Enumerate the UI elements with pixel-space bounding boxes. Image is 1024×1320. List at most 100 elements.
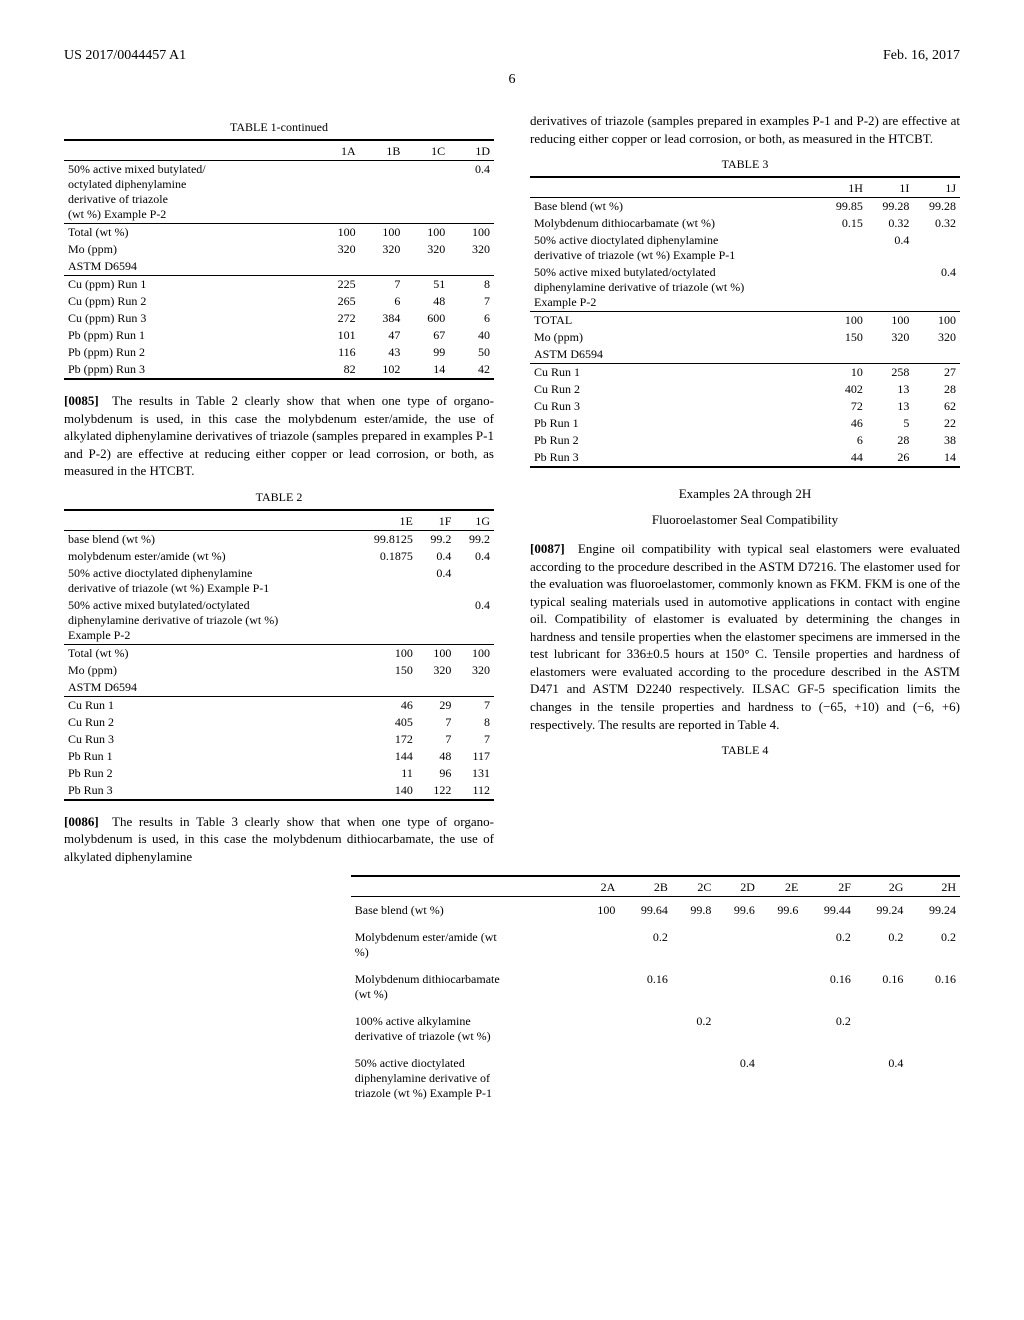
right-column: derivatives of triazole (samples prepare… bbox=[530, 112, 960, 875]
table-header: 2F bbox=[802, 879, 855, 897]
table-cell: 48 bbox=[417, 748, 456, 765]
table-cell: 43 bbox=[360, 344, 405, 361]
table-row: Pb Run 114448117 bbox=[64, 748, 494, 765]
table-cell: 50% active mixed butylated/octylateddiph… bbox=[530, 264, 820, 312]
table-cell: 320 bbox=[360, 241, 405, 258]
table-header: 1I bbox=[867, 180, 914, 198]
table-cell: 0.32 bbox=[913, 215, 960, 232]
table-cell: Total (wt %) bbox=[64, 224, 315, 242]
table-header: 1J bbox=[913, 180, 960, 198]
table-cell bbox=[867, 346, 914, 364]
table-row: Pb Run 146522 bbox=[530, 415, 960, 432]
table-cell bbox=[315, 258, 360, 276]
table-cell bbox=[907, 1008, 960, 1050]
para-num: [0087] bbox=[530, 541, 565, 556]
table-cell: 122 bbox=[417, 782, 456, 800]
table-cell bbox=[820, 346, 867, 364]
table-cell: Molybdenum dithiocarbamate(wt %) bbox=[351, 966, 581, 1008]
table-cell bbox=[913, 346, 960, 364]
table-row: Base blend (wt %)99.8599.2899.28 bbox=[530, 198, 960, 216]
table-cell: 150 bbox=[354, 662, 417, 679]
table-row: Cu (ppm) Run 22656487 bbox=[64, 293, 494, 310]
table-cell: 42 bbox=[449, 361, 494, 379]
table-cell: Molybdenum dithiocarbamate (wt %) bbox=[530, 215, 820, 232]
table-row: Cu (ppm) Run 12257518 bbox=[64, 276, 494, 294]
table-row: Total (wt %)100100100100 bbox=[64, 224, 494, 242]
table-row: Pb (ppm) Run 3821021442 bbox=[64, 361, 494, 379]
table-cell: 10 bbox=[820, 364, 867, 382]
table-cell: 67 bbox=[404, 327, 449, 344]
table-cell bbox=[802, 1050, 855, 1107]
table-cell: Pb (ppm) Run 1 bbox=[64, 327, 315, 344]
table-cell bbox=[619, 1008, 672, 1050]
table-cell: 225 bbox=[315, 276, 360, 294]
table-cell: Mo (ppm) bbox=[64, 662, 354, 679]
table-header: 1G bbox=[455, 513, 494, 531]
table-cell: 72 bbox=[820, 398, 867, 415]
table-row: Cu (ppm) Run 32723846006 bbox=[64, 310, 494, 327]
table-header: 2H bbox=[907, 879, 960, 897]
table-cell: 11 bbox=[354, 765, 417, 782]
table-row: TOTAL100100100 bbox=[530, 312, 960, 330]
left-column: TABLE 1-continued 1A1B1C1D 50% active mi… bbox=[64, 112, 494, 875]
table-cell bbox=[360, 161, 405, 224]
table-cell: 8 bbox=[455, 714, 494, 731]
table-cell: 5 bbox=[867, 415, 914, 432]
table-cell: 48 bbox=[404, 293, 449, 310]
table-cell: 44 bbox=[820, 449, 867, 467]
table-cell: Base blend (wt %) bbox=[530, 198, 820, 216]
table-row: Molybdenum dithiocarbamate (wt %)0.15 0.3… bbox=[530, 215, 960, 232]
table1-caption: TABLE 1-continued bbox=[64, 120, 494, 135]
para-0087: [0087] Engine oil compatibility with typ… bbox=[530, 540, 960, 733]
table-cell bbox=[759, 1008, 803, 1050]
table-cell: 28 bbox=[913, 381, 960, 398]
table-row: Molybdenum dithiocarbamate(wt %)0.160.16… bbox=[351, 966, 960, 1008]
table-row: Molybdenum ester/amide (wt%)0.20.20.20.2 bbox=[351, 924, 960, 966]
table-header: 2B bbox=[619, 879, 672, 897]
table-cell: 99.28 bbox=[867, 198, 914, 216]
table-cell bbox=[354, 565, 417, 597]
table-cell bbox=[580, 1008, 619, 1050]
table-cell bbox=[354, 679, 417, 697]
table-header: 1C bbox=[404, 143, 449, 161]
table-cell: 150 bbox=[820, 329, 867, 346]
table-cell: 320 bbox=[867, 329, 914, 346]
table-cell bbox=[404, 258, 449, 276]
table-row: Cu Run 24021328 bbox=[530, 381, 960, 398]
table3: 1H1I1J Base blend (wt %)99.8599.2899.28M… bbox=[530, 176, 960, 468]
table-cell bbox=[455, 565, 494, 597]
table-cell: 29 bbox=[417, 696, 456, 714]
table-cell bbox=[417, 679, 456, 697]
table-cell: 13 bbox=[867, 381, 914, 398]
table-cell: 0.2 bbox=[619, 924, 672, 966]
para-num: [0086] bbox=[64, 814, 99, 829]
table-cell: 0.15 bbox=[820, 215, 867, 232]
table-row: Mo (ppm)150320320 bbox=[64, 662, 494, 679]
table-row: 100% active alkylaminederivative of tria… bbox=[351, 1008, 960, 1050]
table-cell: 0.4 bbox=[417, 565, 456, 597]
table-cell: 100% active alkylaminederivative of tria… bbox=[351, 1008, 581, 1050]
table-cell: 99.8 bbox=[672, 897, 716, 925]
table-cell bbox=[619, 1050, 672, 1107]
table-header bbox=[530, 180, 820, 198]
table1: 1A1B1C1D 50% active mixed butylated/octy… bbox=[64, 139, 494, 380]
table-cell bbox=[759, 924, 803, 966]
table-cell: 320 bbox=[455, 662, 494, 679]
table-row: ASTM D6594 bbox=[64, 679, 494, 697]
table-cell: 100 bbox=[417, 644, 456, 662]
table-cell: 101 bbox=[315, 327, 360, 344]
para-num: [0085] bbox=[64, 393, 99, 408]
table-cell: 0.2 bbox=[802, 924, 855, 966]
table-cell: 102 bbox=[360, 361, 405, 379]
table4-caption: TABLE 4 bbox=[530, 743, 960, 758]
table-cell: 99.2 bbox=[455, 530, 494, 548]
table-cell bbox=[455, 679, 494, 697]
table-cell: 82 bbox=[315, 361, 360, 379]
col2-lead: derivatives of triazole (samples prepare… bbox=[530, 112, 960, 147]
header-right: Feb. 16, 2017 bbox=[883, 48, 960, 64]
table-cell: 7 bbox=[417, 731, 456, 748]
table-cell: 0.1875 bbox=[354, 548, 417, 565]
table-cell: 0.16 bbox=[802, 966, 855, 1008]
table-cell bbox=[907, 1050, 960, 1107]
table-cell: 99.6 bbox=[715, 897, 759, 925]
